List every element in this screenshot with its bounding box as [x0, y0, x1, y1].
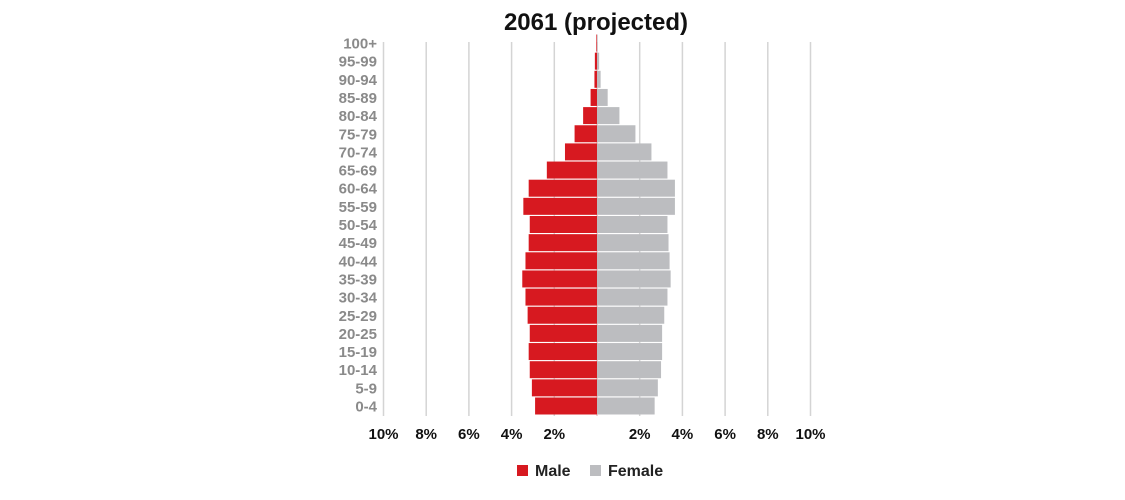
bar-male: [564, 143, 597, 161]
bar-female: [597, 161, 668, 179]
age-group-label: 55-59: [339, 199, 377, 216]
x-tick-label: 6%: [458, 426, 480, 443]
age-group-label: 50-54: [339, 217, 378, 234]
age-group-label: 0-4: [355, 399, 377, 416]
legend-male-label: Male: [535, 463, 571, 480]
age-group-label: 35-39: [339, 271, 377, 288]
bar-female: [597, 143, 652, 161]
age-group-label: 90-94: [339, 72, 378, 89]
bar-male: [529, 216, 597, 233]
bar-male: [525, 252, 597, 270]
bar-male: [528, 234, 597, 252]
legend-female-swatch: [590, 465, 601, 476]
age-group-label: 20-25: [339, 326, 377, 343]
bar-female: [597, 52, 600, 70]
bar-male: [529, 324, 597, 342]
bar-male: [528, 343, 597, 361]
age-group-label: 75-79: [339, 126, 377, 143]
bar-female: [597, 216, 668, 233]
bar-male: [594, 70, 597, 88]
age-group-label: 100+: [343, 36, 377, 53]
bar-female: [597, 179, 675, 197]
bar-female: [597, 107, 620, 125]
legend-female-label: Female: [608, 463, 663, 480]
bar-female: [597, 234, 669, 252]
bar-female: [597, 397, 655, 415]
age-group-label: 45-49: [339, 235, 377, 252]
x-tick-label: 6%: [714, 426, 736, 443]
x-tick-label: 2%: [543, 426, 565, 443]
age-group-label: 95-99: [339, 54, 377, 71]
bar-male: [525, 288, 597, 306]
bar-female: [597, 288, 668, 306]
bar-female: [597, 343, 663, 361]
bar-female: [597, 270, 671, 288]
age-group-label: 5-9: [355, 380, 377, 397]
age-group-label: 15-19: [339, 344, 377, 361]
age-group-label: 10-14: [339, 362, 378, 379]
bar-male: [590, 88, 597, 106]
bar-female: [597, 306, 665, 324]
bar-male: [583, 107, 597, 125]
legend: Male Female: [517, 463, 663, 480]
age-group-label: 40-44: [339, 253, 378, 270]
bar-male: [596, 34, 597, 52]
legend-male-swatch: [517, 465, 528, 476]
x-tick-label: 8%: [757, 426, 779, 443]
age-group-label: 85-89: [339, 90, 377, 107]
x-tick-label: 4%: [672, 426, 694, 443]
age-group-label: 65-69: [339, 163, 377, 180]
age-group-label: 80-84: [339, 108, 378, 125]
bar-male: [574, 125, 597, 143]
bar-female: [597, 70, 601, 88]
bar-female: [597, 34, 598, 52]
x-tick-label: 4%: [501, 426, 523, 443]
age-group-label: 70-74: [339, 144, 378, 161]
age-group-label: 25-29: [339, 308, 377, 325]
x-tick-labels: 10% 8% 6% 4% 2% 2% 4% 6% 8% 10%: [368, 426, 825, 443]
x-tick-label: 10%: [795, 426, 825, 443]
bar-female: [597, 361, 662, 379]
bar-male: [523, 197, 597, 215]
bar-male: [546, 161, 597, 179]
x-tick-label: 2%: [629, 426, 651, 443]
bar-male: [529, 361, 597, 379]
bars: [522, 34, 675, 415]
bar-female: [597, 252, 670, 270]
bar-female: [597, 125, 636, 143]
bar-female: [597, 88, 608, 106]
bar-male: [527, 306, 597, 324]
x-tick-label: 8%: [415, 426, 437, 443]
bar-male: [594, 52, 597, 70]
bar-female: [597, 197, 675, 215]
bar-female: [597, 324, 663, 342]
bar-male: [535, 397, 597, 415]
age-group-label: 30-34: [339, 290, 378, 307]
chart-title: 2061 (projected): [504, 9, 688, 36]
bar-male: [531, 379, 597, 397]
bar-male: [522, 270, 597, 288]
age-group-label: 60-64: [339, 181, 378, 198]
bar-female: [597, 379, 658, 397]
bar-male: [528, 179, 597, 197]
x-tick-label: 10%: [368, 426, 398, 443]
